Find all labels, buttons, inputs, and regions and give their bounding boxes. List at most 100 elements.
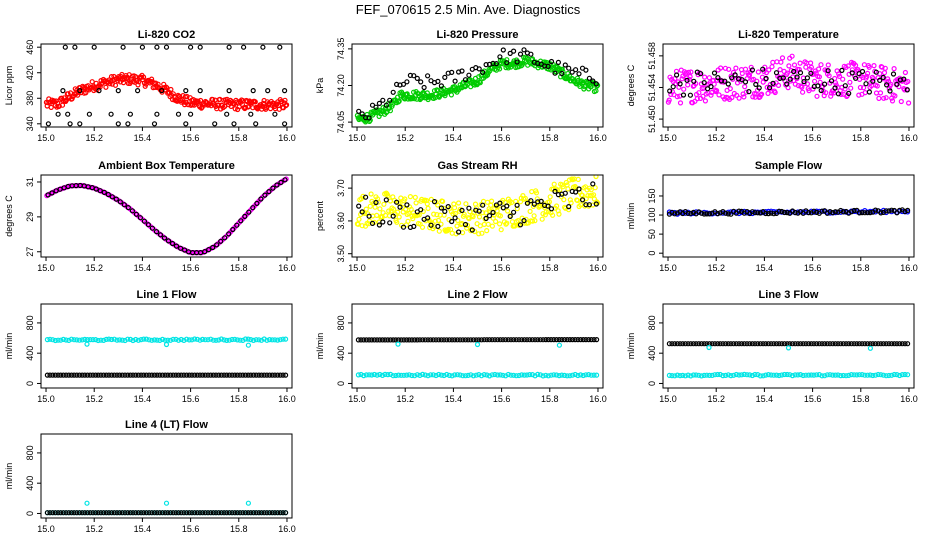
- data-point: [789, 341, 796, 347]
- data-point: [832, 341, 839, 347]
- data-point: [178, 336, 184, 343]
- data-point: [712, 372, 718, 378]
- data-point: [232, 106, 238, 112]
- data-point: [363, 194, 369, 200]
- x-tick-label: 15.2: [396, 133, 414, 143]
- data-point: [749, 209, 756, 215]
- data-point: [250, 372, 257, 378]
- data-point: [98, 510, 104, 516]
- data-point: [68, 336, 75, 342]
- data-point: [795, 341, 801, 347]
- x-tick-label: 15.6: [804, 133, 822, 143]
- data-point: [127, 336, 133, 342]
- data-point: [226, 372, 232, 378]
- data-point: [412, 337, 418, 343]
- data-point: [590, 181, 596, 187]
- data-point: [66, 372, 72, 378]
- data-point: [394, 199, 400, 205]
- data-point: [394, 219, 400, 225]
- data-point: [562, 62, 568, 68]
- data-point: [588, 372, 594, 378]
- data-point: [500, 372, 506, 378]
- data-point: [66, 337, 72, 343]
- data-point: [784, 210, 790, 216]
- data-point: [706, 344, 712, 351]
- data-point: [876, 95, 882, 102]
- data-point: [866, 89, 873, 95]
- data-point: [130, 510, 136, 516]
- data-point: [395, 99, 401, 105]
- data-point: [430, 372, 436, 378]
- data-point: [478, 373, 485, 379]
- data-point: [872, 372, 879, 378]
- data-point: [821, 208, 828, 214]
- data-point: [229, 336, 235, 343]
- data-point: [725, 341, 731, 347]
- data-point: [200, 372, 206, 378]
- data-point: [159, 372, 166, 378]
- data-point: [846, 372, 852, 378]
- y-tick-label: 3.70: [336, 179, 346, 197]
- data-point: [387, 220, 393, 226]
- data-point: [170, 91, 176, 97]
- series-cyan-dips: [395, 341, 563, 348]
- data-point: [685, 69, 692, 75]
- data-point: [208, 372, 214, 378]
- data-point: [127, 510, 133, 516]
- y-tick-label: 460: [25, 40, 35, 55]
- data-point: [883, 341, 889, 347]
- data-point: [768, 210, 774, 216]
- data-point: [390, 89, 396, 95]
- data-point: [186, 337, 192, 343]
- data-point: [749, 341, 756, 347]
- data-point: [886, 208, 892, 214]
- data-point: [725, 211, 731, 217]
- data-point: [114, 372, 120, 378]
- data-point: [77, 121, 83, 127]
- data-point: [494, 208, 500, 214]
- data-point: [772, 89, 778, 96]
- data-point: [141, 336, 147, 342]
- data-point: [106, 336, 112, 342]
- data-point: [480, 69, 486, 75]
- data-point: [742, 83, 748, 90]
- data-point: [902, 69, 909, 76]
- y-tick-label: 800: [25, 445, 35, 460]
- data-point: [553, 372, 560, 378]
- data-point: [504, 220, 510, 226]
- data-point: [277, 337, 283, 343]
- data-point: [120, 44, 126, 50]
- data-point: [693, 372, 699, 378]
- x-tick-label: 15.0: [348, 263, 366, 273]
- data-point: [393, 337, 399, 343]
- data-point: [788, 67, 794, 74]
- data-point: [874, 83, 880, 89]
- data-point: [76, 337, 83, 343]
- chart-panel-1: Li-820 CO2 Licor ppm 15.0 15.2 15.4 15.6 15.8 1…: [4, 29, 296, 143]
- data-point: [701, 211, 707, 217]
- data-point: [103, 336, 109, 342]
- plot-frame: [40, 303, 293, 389]
- data-point: [545, 337, 552, 343]
- data-point: [436, 228, 442, 234]
- data-point: [376, 100, 382, 107]
- y-tick-label: 380: [25, 91, 35, 106]
- data-point: [583, 372, 589, 378]
- plot-frame: [662, 174, 915, 258]
- data-point: [470, 337, 477, 343]
- data-point: [465, 337, 471, 343]
- data-point: [184, 510, 190, 516]
- data-point: [825, 68, 831, 74]
- data-point: [202, 372, 208, 378]
- data-point: [758, 91, 765, 97]
- data-point: [885, 76, 891, 82]
- data-point: [749, 372, 756, 379]
- data-point: [82, 510, 88, 516]
- data-point: [440, 198, 446, 204]
- data-point: [789, 373, 796, 379]
- data-point: [840, 76, 846, 82]
- data-point: [476, 337, 482, 343]
- x-tick-label: 15.8: [230, 394, 248, 404]
- data-point: [278, 179, 284, 185]
- data-point: [411, 73, 417, 79]
